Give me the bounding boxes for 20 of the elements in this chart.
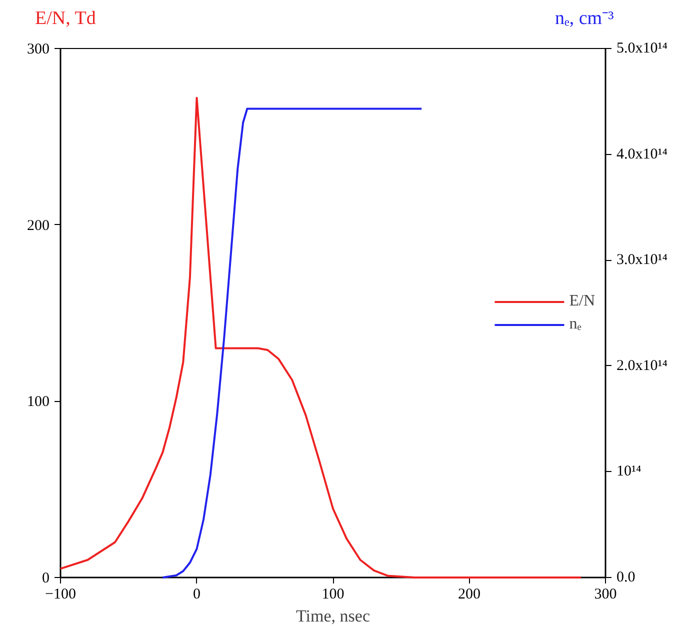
x-tick-label: 0 [193,586,200,602]
y-tick-label: 100 [27,394,50,410]
x-tick-label: 300 [594,586,617,602]
y2-tick-label: 2.0x10¹⁴ [616,358,668,374]
y-tick-label: 200 [27,218,50,234]
legend-label: nₑ [569,315,582,333]
x-tick-label: −100 [45,586,76,602]
y2-axis-title: nₑ, cm⁻³ [555,7,614,31]
y2-tick-label: 5.0x10¹⁴ [616,40,668,56]
y-tick-label: 0 [42,570,50,586]
y2-tick-label: 0.0 [616,570,636,586]
x-axis-title: Time, nsec [296,606,370,626]
y-tick-label: 300 [27,42,50,58]
x-tick-label: 200 [458,586,480,602]
y2-tick-label: 4.0x10¹⁴ [616,146,668,162]
y-axis-title: E/N, Td [35,7,96,31]
y2-tick-label: 3.0x10¹⁴ [616,252,668,268]
y2-tick-label: 10¹⁴ [616,464,642,480]
legend-label: E/N [569,292,595,310]
x-tick-label: 100 [322,586,344,602]
